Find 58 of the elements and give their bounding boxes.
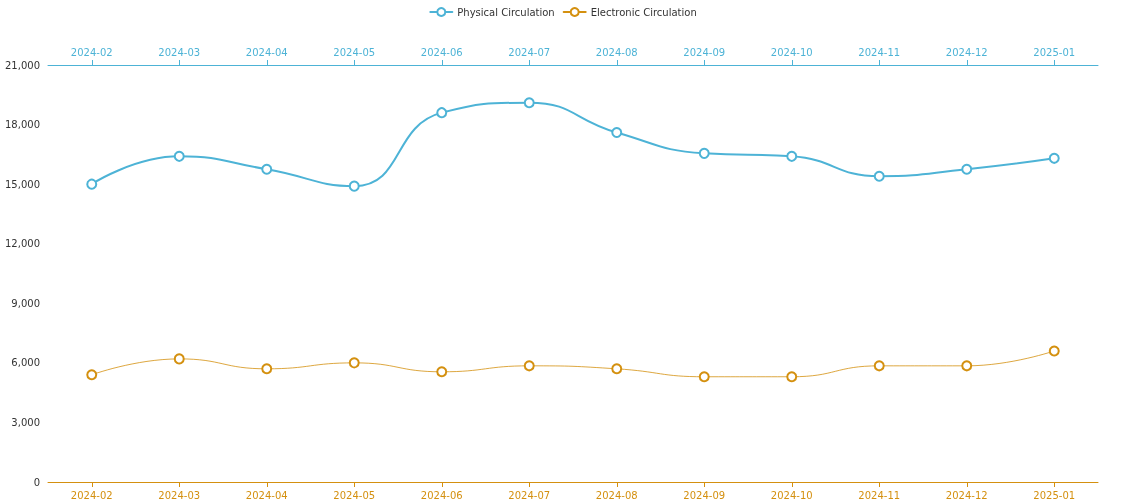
point [436, 107, 448, 119]
y-tick-label: 12,000 [5, 238, 40, 250]
point [698, 371, 710, 383]
category-label: 2024-10 [770, 46, 813, 58]
point [261, 163, 273, 175]
point [786, 150, 798, 162]
legend-label: Physical Circulation [457, 6, 555, 18]
y-tick-label: 21,000 [5, 59, 40, 71]
x-tick-label: 2024-04 [245, 489, 288, 501]
point [698, 147, 710, 159]
x-tick-label: 2024-11 [858, 489, 901, 501]
point [611, 127, 623, 139]
point [786, 371, 798, 383]
point [173, 150, 185, 162]
category-label: 2024-07 [508, 46, 551, 58]
x-tick-label: 2024-03 [158, 489, 201, 501]
point [261, 363, 273, 375]
point [873, 360, 885, 372]
point [1048, 152, 1060, 164]
point [173, 353, 185, 365]
point [961, 360, 973, 372]
category-label: 2024-06 [420, 46, 463, 58]
point [961, 163, 973, 175]
y-tick-label: 6,000 [11, 357, 40, 369]
point [611, 363, 623, 375]
x-tick-label: 2024-09 [683, 489, 726, 501]
point [523, 97, 535, 109]
x-tick-label: 2024-12 [945, 489, 988, 501]
point [348, 357, 360, 369]
category-label: 2024-05 [333, 46, 376, 58]
category-label: 2024-09 [683, 46, 726, 58]
x-tick-label: 2024-08 [595, 489, 638, 501]
legend-label: Electronic Circulation [590, 6, 697, 18]
category-label: 2024-12 [945, 46, 988, 58]
y-tick-label: 18,000 [5, 119, 40, 131]
y-tick-label: 0 [33, 476, 40, 488]
x-tick-label: 2025-01 [1033, 489, 1076, 501]
x-tick-label: 2024-10 [770, 489, 813, 501]
category-label: 2025-01 [1033, 46, 1076, 58]
point [86, 369, 98, 381]
point [348, 180, 360, 192]
x-tick-label: 2024-05 [333, 489, 376, 501]
x-tick-label: 2024-06 [420, 489, 463, 501]
y-tick-label: 9,000 [11, 297, 40, 309]
point [523, 360, 535, 372]
point [86, 178, 98, 190]
point [1048, 345, 1060, 357]
x-tick-label: 2024-07 [508, 489, 551, 501]
x-tick-label: 2024-02 [70, 489, 113, 501]
category-label: 2024-08 [595, 46, 638, 58]
category-label: 2024-04 [245, 46, 288, 58]
y-tick-label: 15,000 [5, 178, 40, 190]
category-label: 2024-03 [158, 46, 201, 58]
point [436, 366, 448, 378]
point [873, 170, 885, 182]
category-label: 2024-11 [858, 46, 901, 58]
y-tick-label: 3,000 [11, 416, 40, 428]
category-label: 2024-02 [70, 46, 113, 58]
